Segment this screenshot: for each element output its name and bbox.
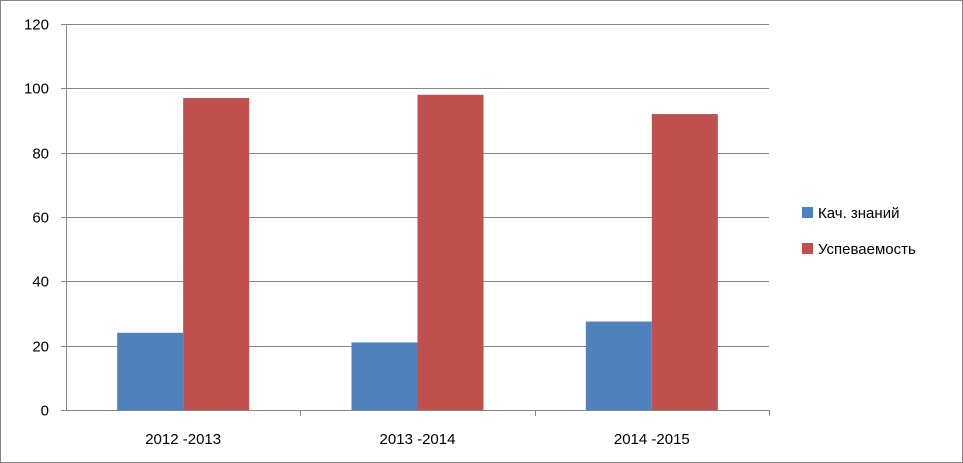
y-tick-label: 100 bbox=[24, 81, 49, 98]
x-tick-label: 2013 -2014 bbox=[380, 431, 456, 448]
x-tick-labels: 2012 -2013 2013 -2014 2014 -2015 bbox=[145, 431, 690, 448]
legend-label: Успеваемость bbox=[818, 241, 916, 258]
x-tick-label: 2014 -2015 bbox=[614, 431, 690, 448]
bar-quality-1 bbox=[351, 342, 418, 410]
bar-progress-2 bbox=[651, 114, 718, 411]
bar-progress-1 bbox=[417, 94, 484, 411]
axes bbox=[61, 24, 770, 416]
legend-label: Кач. знаний bbox=[818, 205, 899, 222]
y-tick-label: 20 bbox=[32, 339, 49, 356]
y-tick-labels: 0 20 40 60 80 100 120 bbox=[24, 17, 49, 420]
y-tick-label: 60 bbox=[32, 210, 49, 227]
y-tick-label: 80 bbox=[32, 146, 49, 163]
y-tick-label: 40 bbox=[32, 274, 49, 291]
legend-swatch bbox=[802, 243, 813, 254]
bar-progress-0 bbox=[183, 97, 250, 410]
legend-swatch bbox=[802, 207, 813, 218]
bar-quality-2 bbox=[585, 321, 652, 410]
legend: Кач. знаний Успеваемость bbox=[802, 205, 916, 258]
y-tick-label: 0 bbox=[41, 403, 49, 420]
bars bbox=[117, 94, 718, 411]
y-tick-label: 120 bbox=[24, 17, 49, 34]
bar-quality-0 bbox=[117, 332, 184, 410]
x-tick-label: 2012 -2013 bbox=[145, 431, 221, 448]
